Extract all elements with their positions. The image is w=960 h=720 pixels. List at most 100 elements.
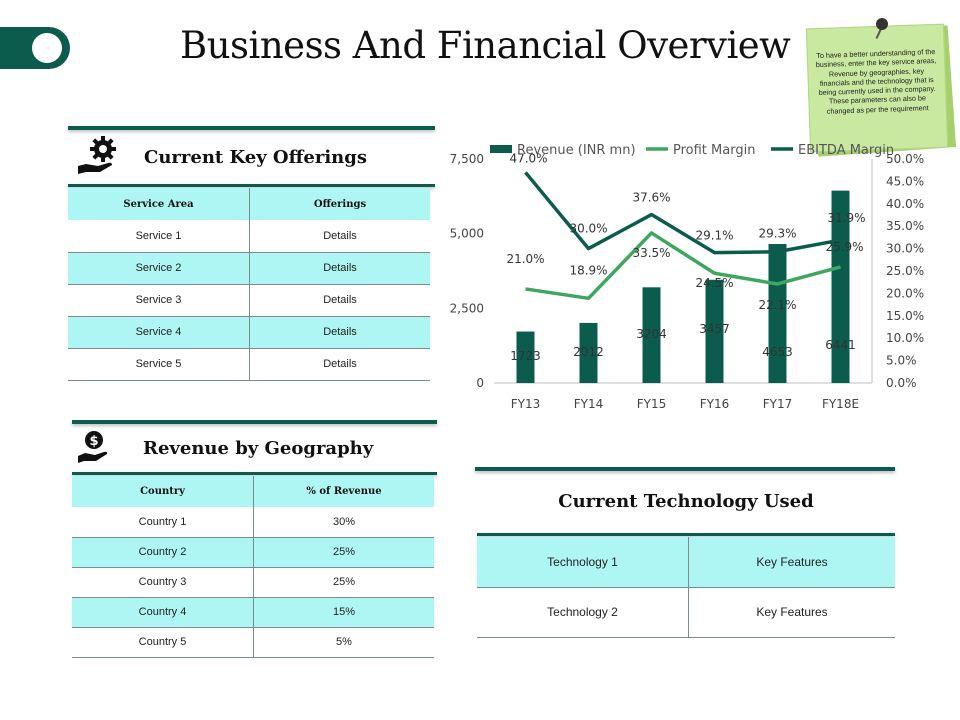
y-right-tick-label: 25.0% [886, 264, 924, 278]
geography-header-row: Country % of Revenue [72, 476, 434, 507]
profit-margin-data-label: 24.5% [695, 276, 733, 290]
y-right-tick-label: 10.0% [886, 331, 924, 345]
table-row: Service 4 Details [68, 316, 430, 349]
profit-margin-data-label: 22.1% [758, 298, 796, 312]
revenue-data-label: 3457 [699, 322, 730, 336]
geography-top-bar [72, 420, 437, 424]
x-tick-label: FY18E [822, 397, 859, 411]
y-left-tick-label: 0 [476, 376, 484, 390]
offerings-header-cell: Offerings [249, 188, 430, 220]
offering-cell: Details [249, 348, 430, 381]
revenue-bar [642, 287, 661, 383]
offering-cell: Details [249, 252, 430, 285]
country-cell: Country 1 [72, 507, 254, 538]
offering-cell: Details [249, 220, 430, 253]
offering-cell: Details [249, 316, 430, 349]
geography-header-cell: Country [72, 476, 254, 507]
revenue-share-cell: 30% [253, 507, 434, 538]
x-tick-label: FY13 [511, 397, 541, 411]
table-row: Country 3 25% [72, 567, 434, 598]
y-left-tick-label: 2,500 [450, 301, 484, 315]
profit-margin-data-label: 33.5% [632, 246, 670, 260]
offerings-header-row: Service Area Offerings [68, 188, 430, 220]
revenue-bar [579, 322, 598, 383]
y-right-tick-label: 15.0% [886, 309, 924, 323]
financial-combo-chart: 0 2,500 5,000 7,500 0.0% 5.0% 10.0% 15.0% 20.0% 2… [450, 143, 924, 411]
offerings-top-bar [68, 126, 435, 130]
country-cell: Country 5 [72, 627, 254, 658]
revenue-data-label: 6441 [825, 338, 856, 352]
y-right-tick-label: 30.0% [886, 242, 924, 256]
technology-title-bar [477, 533, 895, 536]
x-tick-label: FY14 [574, 397, 604, 411]
y-right-tick-label: 50.0% [886, 152, 924, 166]
table-row: Country 1 30% [72, 507, 434, 538]
revenue-share-cell: 15% [253, 597, 434, 628]
table-row: Country 4 15% [72, 597, 434, 628]
table-row: Service 2 Details [68, 252, 430, 285]
profit-margin-data-label: 25.9% [825, 240, 863, 254]
profit-margin-data-label: 21.0% [506, 252, 544, 266]
offerings-table: Service Area Offerings Service 1 Details … [68, 188, 430, 381]
table-row: Service 5 Details [68, 348, 430, 381]
ebitda-margin-data-label: 31.9% [827, 211, 865, 225]
table-row: Service 1 Details [68, 220, 430, 253]
revenue-share-cell: 25% [253, 567, 434, 598]
ebitda-margin-data-label: 29.1% [695, 229, 733, 243]
country-cell: Country 2 [72, 537, 254, 568]
service-cell: Service 4 [68, 316, 250, 349]
technology-title: Current Technology Used [558, 491, 814, 512]
push-pin-icon [876, 18, 888, 30]
revenue-data-label: 3204 [636, 327, 667, 341]
technology-top-bar [475, 467, 895, 471]
svg-text:$: $ [89, 434, 98, 449]
decorative-pill [0, 27, 70, 69]
country-cell: Country 4 [72, 597, 254, 628]
profit-margin-data-label: 18.9% [569, 263, 607, 277]
ebitda-margin-data-label: 30.0% [569, 222, 607, 236]
service-cell: Service 5 [68, 348, 250, 381]
table-row: Technology 2 Key Features [477, 587, 895, 638]
revenue-bar [831, 190, 850, 383]
service-cell: Service 3 [68, 284, 250, 317]
y-right-tick-label: 5.0% [886, 354, 917, 368]
offerings-title: Current Key Offerings [144, 147, 367, 168]
y-right-tick-label: 40.0% [886, 197, 924, 211]
table-row: Service 3 Details [68, 284, 430, 317]
offerings-title-bar [68, 184, 435, 187]
service-cell: Service 2 [68, 252, 250, 285]
revenue-bar [705, 279, 724, 383]
legend-label: Revenue (INR mn) [517, 143, 636, 158]
x-tick-label: FY15 [637, 397, 667, 411]
technology-cell: Technology 1 [477, 537, 689, 588]
revenue-share-cell: 5% [253, 627, 434, 658]
technology-table: Technology 1 Key Features Technology 2 K… [477, 537, 895, 638]
ebitda-margin-data-label: 47.0% [509, 151, 547, 165]
x-tick-label: FY16 [700, 397, 730, 411]
ebitda-margin-line [524, 171, 841, 255]
offerings-header-cell: Service Area [68, 188, 250, 220]
technology-cell: Technology 2 [477, 587, 689, 638]
profit-margin-line [525, 231, 841, 301]
sticky-note: To have a better understanding of the bu… [805, 23, 949, 153]
y-left-tick-label: 5,000 [450, 227, 484, 241]
revenue-data-label: 2012 [573, 345, 604, 359]
revenue-data-label: 4653 [762, 345, 793, 359]
y-right-tick-label: 0.0% [886, 376, 917, 390]
table-row: Technology 1 Key Features [477, 537, 895, 588]
y-right-tick-label: 20.0% [886, 286, 924, 300]
geography-title: Revenue by Geography [143, 438, 374, 459]
legend-label: Profit Margin [673, 143, 755, 158]
revenue-share-cell: 25% [253, 537, 434, 568]
country-cell: Country 3 [72, 567, 254, 598]
legend-swatch-revenue [490, 145, 512, 153]
feature-cell: Key Features [688, 537, 895, 588]
service-cell: Service 1 [68, 220, 250, 253]
geography-title-bar [72, 472, 437, 475]
y-right-tick-label: 35.0% [886, 219, 924, 233]
ebitda-margin-data-label: 29.3% [758, 227, 796, 241]
page-title: Business And Financial Overview [180, 24, 791, 67]
y-left-tick-label: 7,500 [450, 152, 484, 166]
gear-hand-icon [76, 136, 122, 183]
y-right-tick-label: 45.0% [886, 174, 924, 188]
